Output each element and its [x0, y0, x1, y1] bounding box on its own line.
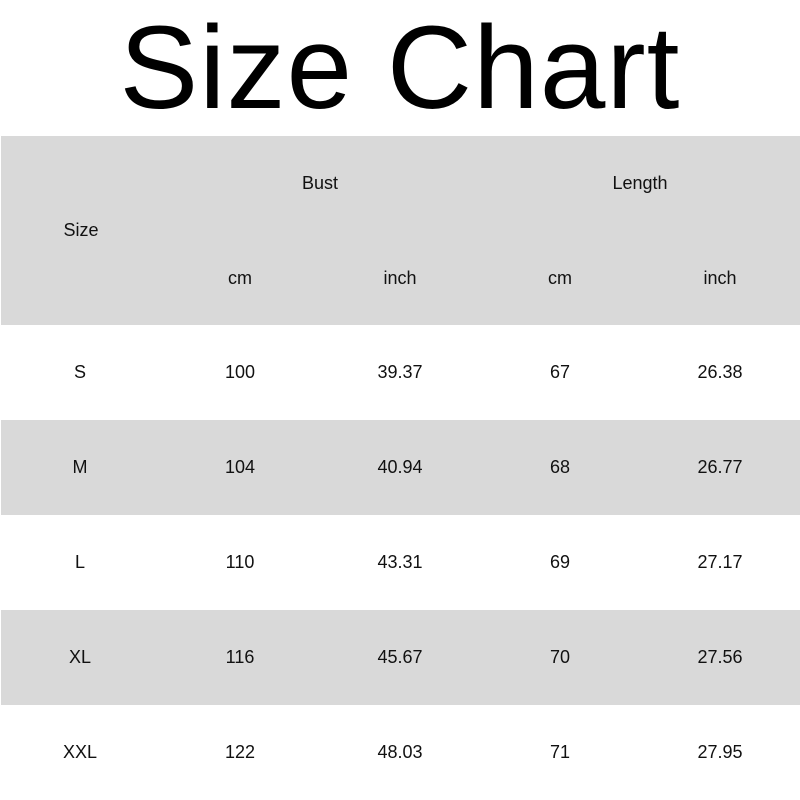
- cell-length-cm: 69: [549, 552, 571, 572]
- cell-size: S: [73, 362, 86, 382]
- table-header: Size Bust Length cm inch cm inch: [1, 136, 800, 325]
- cell-bust-cm: 104: [224, 457, 256, 477]
- cell-bust-cm: 110: [225, 552, 255, 572]
- cell-bust-inch: 45.67: [377, 647, 423, 667]
- header-size: Size: [63, 220, 99, 240]
- table-row: XL 116 45.67 70 27.56: [1, 610, 800, 705]
- cell-bust-cm: 116: [225, 647, 255, 667]
- cell-length-inch: 27.56: [697, 647, 743, 667]
- cell-length-inch: 27.95: [697, 742, 743, 762]
- cell-bust-inch: 40.94: [377, 457, 423, 477]
- cell-bust-inch: 43.31: [377, 552, 423, 572]
- header-length-cm: cm: [548, 268, 572, 288]
- page-title: Size Chart: [119, 2, 681, 134]
- header-bust: Bust: [301, 173, 339, 193]
- cell-size: XL: [68, 647, 92, 667]
- cell-length-cm: 71: [549, 742, 571, 762]
- cell-bust-cm: 122: [224, 742, 256, 762]
- cell-length-inch: 27.17: [697, 552, 743, 572]
- cell-length-cm: 70: [549, 647, 571, 667]
- cell-bust-inch: 48.03: [377, 742, 423, 762]
- cell-length-cm: 68: [549, 457, 571, 477]
- table-row: L 110 43.31 69 27.17: [1, 515, 800, 610]
- cell-size: XXL: [62, 742, 98, 762]
- table-row: M 104 40.94 68 26.77: [1, 420, 800, 515]
- header-length-inch: inch: [703, 268, 737, 288]
- table-row: XXL 122 48.03 71 27.95: [1, 705, 800, 800]
- cell-bust-cm: 100: [224, 362, 256, 382]
- table-row: S 100 39.37 67 26.38: [1, 325, 800, 420]
- header-bust-cm: cm: [228, 268, 252, 288]
- header-bust-inch: inch: [383, 268, 417, 288]
- cell-length-cm: 67: [549, 362, 571, 382]
- cell-length-inch: 26.38: [697, 362, 743, 382]
- cell-size: M: [72, 457, 88, 477]
- cell-bust-inch: 39.37: [377, 362, 423, 382]
- cell-size: L: [74, 552, 85, 572]
- cell-length-inch: 26.77: [697, 457, 743, 477]
- header-length: Length: [612, 173, 668, 193]
